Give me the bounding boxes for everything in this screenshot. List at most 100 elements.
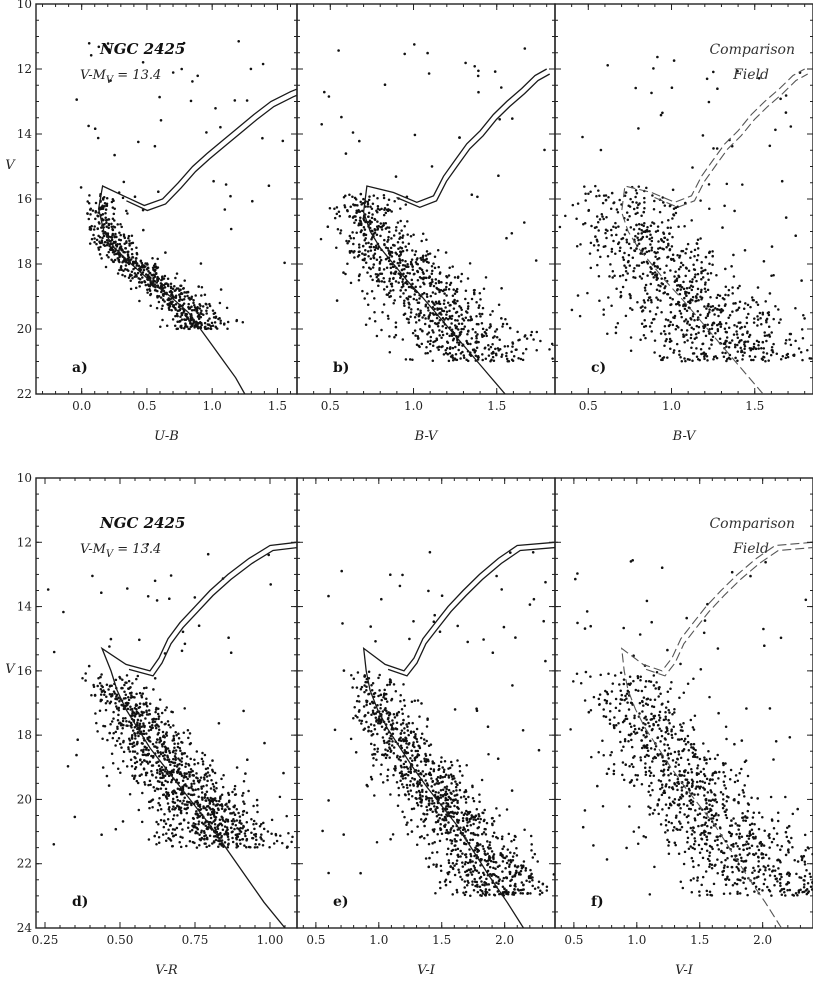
star-point bbox=[153, 579, 157, 583]
star-point bbox=[665, 264, 668, 268]
star-point bbox=[193, 304, 196, 307]
star-point bbox=[178, 762, 181, 766]
star-point bbox=[366, 711, 370, 715]
star-point bbox=[164, 708, 167, 712]
star-point bbox=[463, 862, 467, 866]
star-point bbox=[497, 882, 500, 886]
star-point bbox=[629, 294, 632, 297]
star-point bbox=[129, 705, 132, 708]
star-point bbox=[540, 891, 544, 894]
star-point bbox=[658, 267, 662, 271]
star-point bbox=[454, 345, 457, 349]
star-point bbox=[242, 709, 245, 713]
star-point bbox=[183, 707, 186, 710]
star-point bbox=[340, 115, 343, 119]
star-point bbox=[190, 782, 193, 786]
star-point bbox=[348, 193, 351, 196]
star-point bbox=[384, 222, 388, 225]
star-point bbox=[113, 219, 116, 222]
star-point bbox=[698, 358, 701, 362]
star-point bbox=[159, 282, 163, 285]
star-point bbox=[710, 339, 714, 342]
star-point bbox=[649, 270, 652, 274]
star-point bbox=[140, 725, 143, 729]
star-point bbox=[227, 838, 230, 841]
star-point bbox=[385, 293, 389, 296]
star-point bbox=[688, 280, 692, 283]
star-point bbox=[412, 730, 416, 734]
star-point bbox=[196, 74, 199, 78]
star-point bbox=[408, 783, 412, 787]
star-point bbox=[409, 789, 413, 792]
star-point bbox=[143, 781, 146, 784]
star-point bbox=[355, 209, 358, 212]
star-point bbox=[419, 736, 423, 740]
star-point bbox=[187, 327, 190, 331]
star-point bbox=[640, 228, 643, 232]
star-point bbox=[640, 261, 644, 264]
star-point bbox=[646, 292, 649, 296]
star-point bbox=[651, 272, 654, 276]
star-point bbox=[370, 229, 373, 233]
star-point bbox=[623, 264, 626, 267]
star-point bbox=[244, 829, 247, 833]
panel-label: b) bbox=[333, 360, 349, 376]
star-point bbox=[169, 725, 172, 729]
star-point bbox=[358, 219, 362, 222]
star-point bbox=[130, 737, 134, 740]
star-point bbox=[261, 844, 265, 847]
star-point bbox=[180, 67, 183, 71]
star-point bbox=[666, 256, 669, 259]
star-point bbox=[488, 843, 491, 847]
star-point bbox=[493, 335, 496, 338]
star-point bbox=[413, 43, 416, 46]
star-point bbox=[526, 892, 529, 895]
star-point bbox=[483, 330, 487, 334]
star-point bbox=[706, 304, 709, 308]
star-point bbox=[410, 749, 413, 753]
star-point bbox=[171, 304, 175, 308]
star-point bbox=[372, 254, 375, 257]
star-point bbox=[327, 95, 331, 98]
star-point bbox=[403, 52, 407, 56]
star-point bbox=[378, 268, 381, 272]
star-point bbox=[433, 255, 437, 259]
star-point bbox=[495, 336, 499, 339]
star-point bbox=[234, 793, 238, 796]
star-point bbox=[171, 790, 175, 793]
star-point bbox=[114, 243, 118, 247]
star-point bbox=[373, 297, 376, 300]
star-point bbox=[201, 762, 205, 766]
star-point bbox=[411, 264, 414, 268]
star-point bbox=[440, 280, 443, 284]
star-point bbox=[403, 773, 406, 777]
star-point bbox=[215, 327, 219, 330]
star-point bbox=[189, 757, 192, 761]
star-point bbox=[206, 804, 210, 808]
star-point bbox=[378, 262, 382, 265]
star-point bbox=[398, 261, 402, 265]
star-point bbox=[240, 822, 243, 825]
star-point bbox=[735, 330, 738, 333]
star-point bbox=[103, 693, 106, 696]
star-point bbox=[457, 328, 460, 331]
star-point bbox=[138, 638, 141, 642]
star-point bbox=[625, 211, 629, 214]
star-point bbox=[203, 293, 207, 296]
star-point bbox=[501, 325, 504, 328]
star-point bbox=[400, 775, 403, 778]
star-point bbox=[772, 273, 775, 277]
star-point bbox=[386, 683, 389, 687]
star-point bbox=[141, 276, 144, 279]
star-field bbox=[558, 55, 813, 363]
star-point bbox=[444, 348, 447, 352]
star-point bbox=[523, 47, 527, 50]
star-point bbox=[170, 293, 174, 297]
star-point bbox=[659, 113, 663, 117]
star-point bbox=[173, 742, 176, 745]
star-point bbox=[239, 830, 243, 834]
star-point bbox=[438, 334, 441, 337]
star-point bbox=[144, 771, 148, 775]
star-point bbox=[233, 99, 237, 102]
star-point bbox=[394, 175, 398, 178]
